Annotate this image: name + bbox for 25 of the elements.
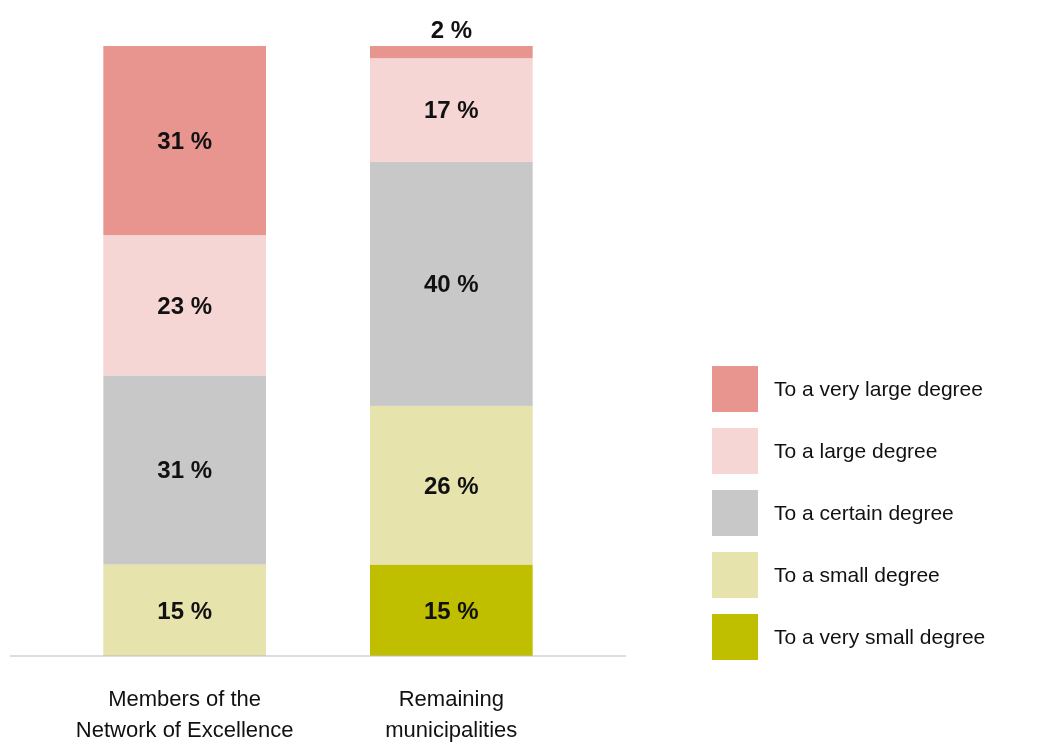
legend-label: To a very large degree [774, 377, 983, 401]
data-label: 15 % [157, 596, 213, 624]
bar [370, 564, 533, 656]
bar [370, 161, 533, 406]
bar [370, 58, 533, 162]
legend-label: To a large degree [774, 439, 938, 463]
bar [103, 46, 266, 236]
data-label: 2 % [430, 16, 473, 43]
data-label: 40 % [423, 270, 479, 298]
bar [370, 405, 533, 565]
data-label: 31 % [157, 456, 213, 484]
data-label: 26 % [423, 471, 479, 499]
bar [103, 375, 266, 565]
data-label: 31 % [157, 126, 213, 154]
legend-label: To a very small degree [774, 625, 986, 649]
x-tick-label: Members of the Network of Excellence [75, 686, 294, 742]
bar [103, 235, 266, 376]
legend-label: To a small degree [774, 563, 940, 587]
legend-label: To a certain degree [774, 501, 954, 525]
data-label: 23 % [157, 291, 213, 319]
data-label: 17 % [423, 96, 479, 124]
bar [103, 564, 266, 656]
data-label: 15 % [423, 596, 479, 624]
bar [370, 46, 533, 59]
x-tick-label: Remaining municipalities [385, 686, 518, 742]
